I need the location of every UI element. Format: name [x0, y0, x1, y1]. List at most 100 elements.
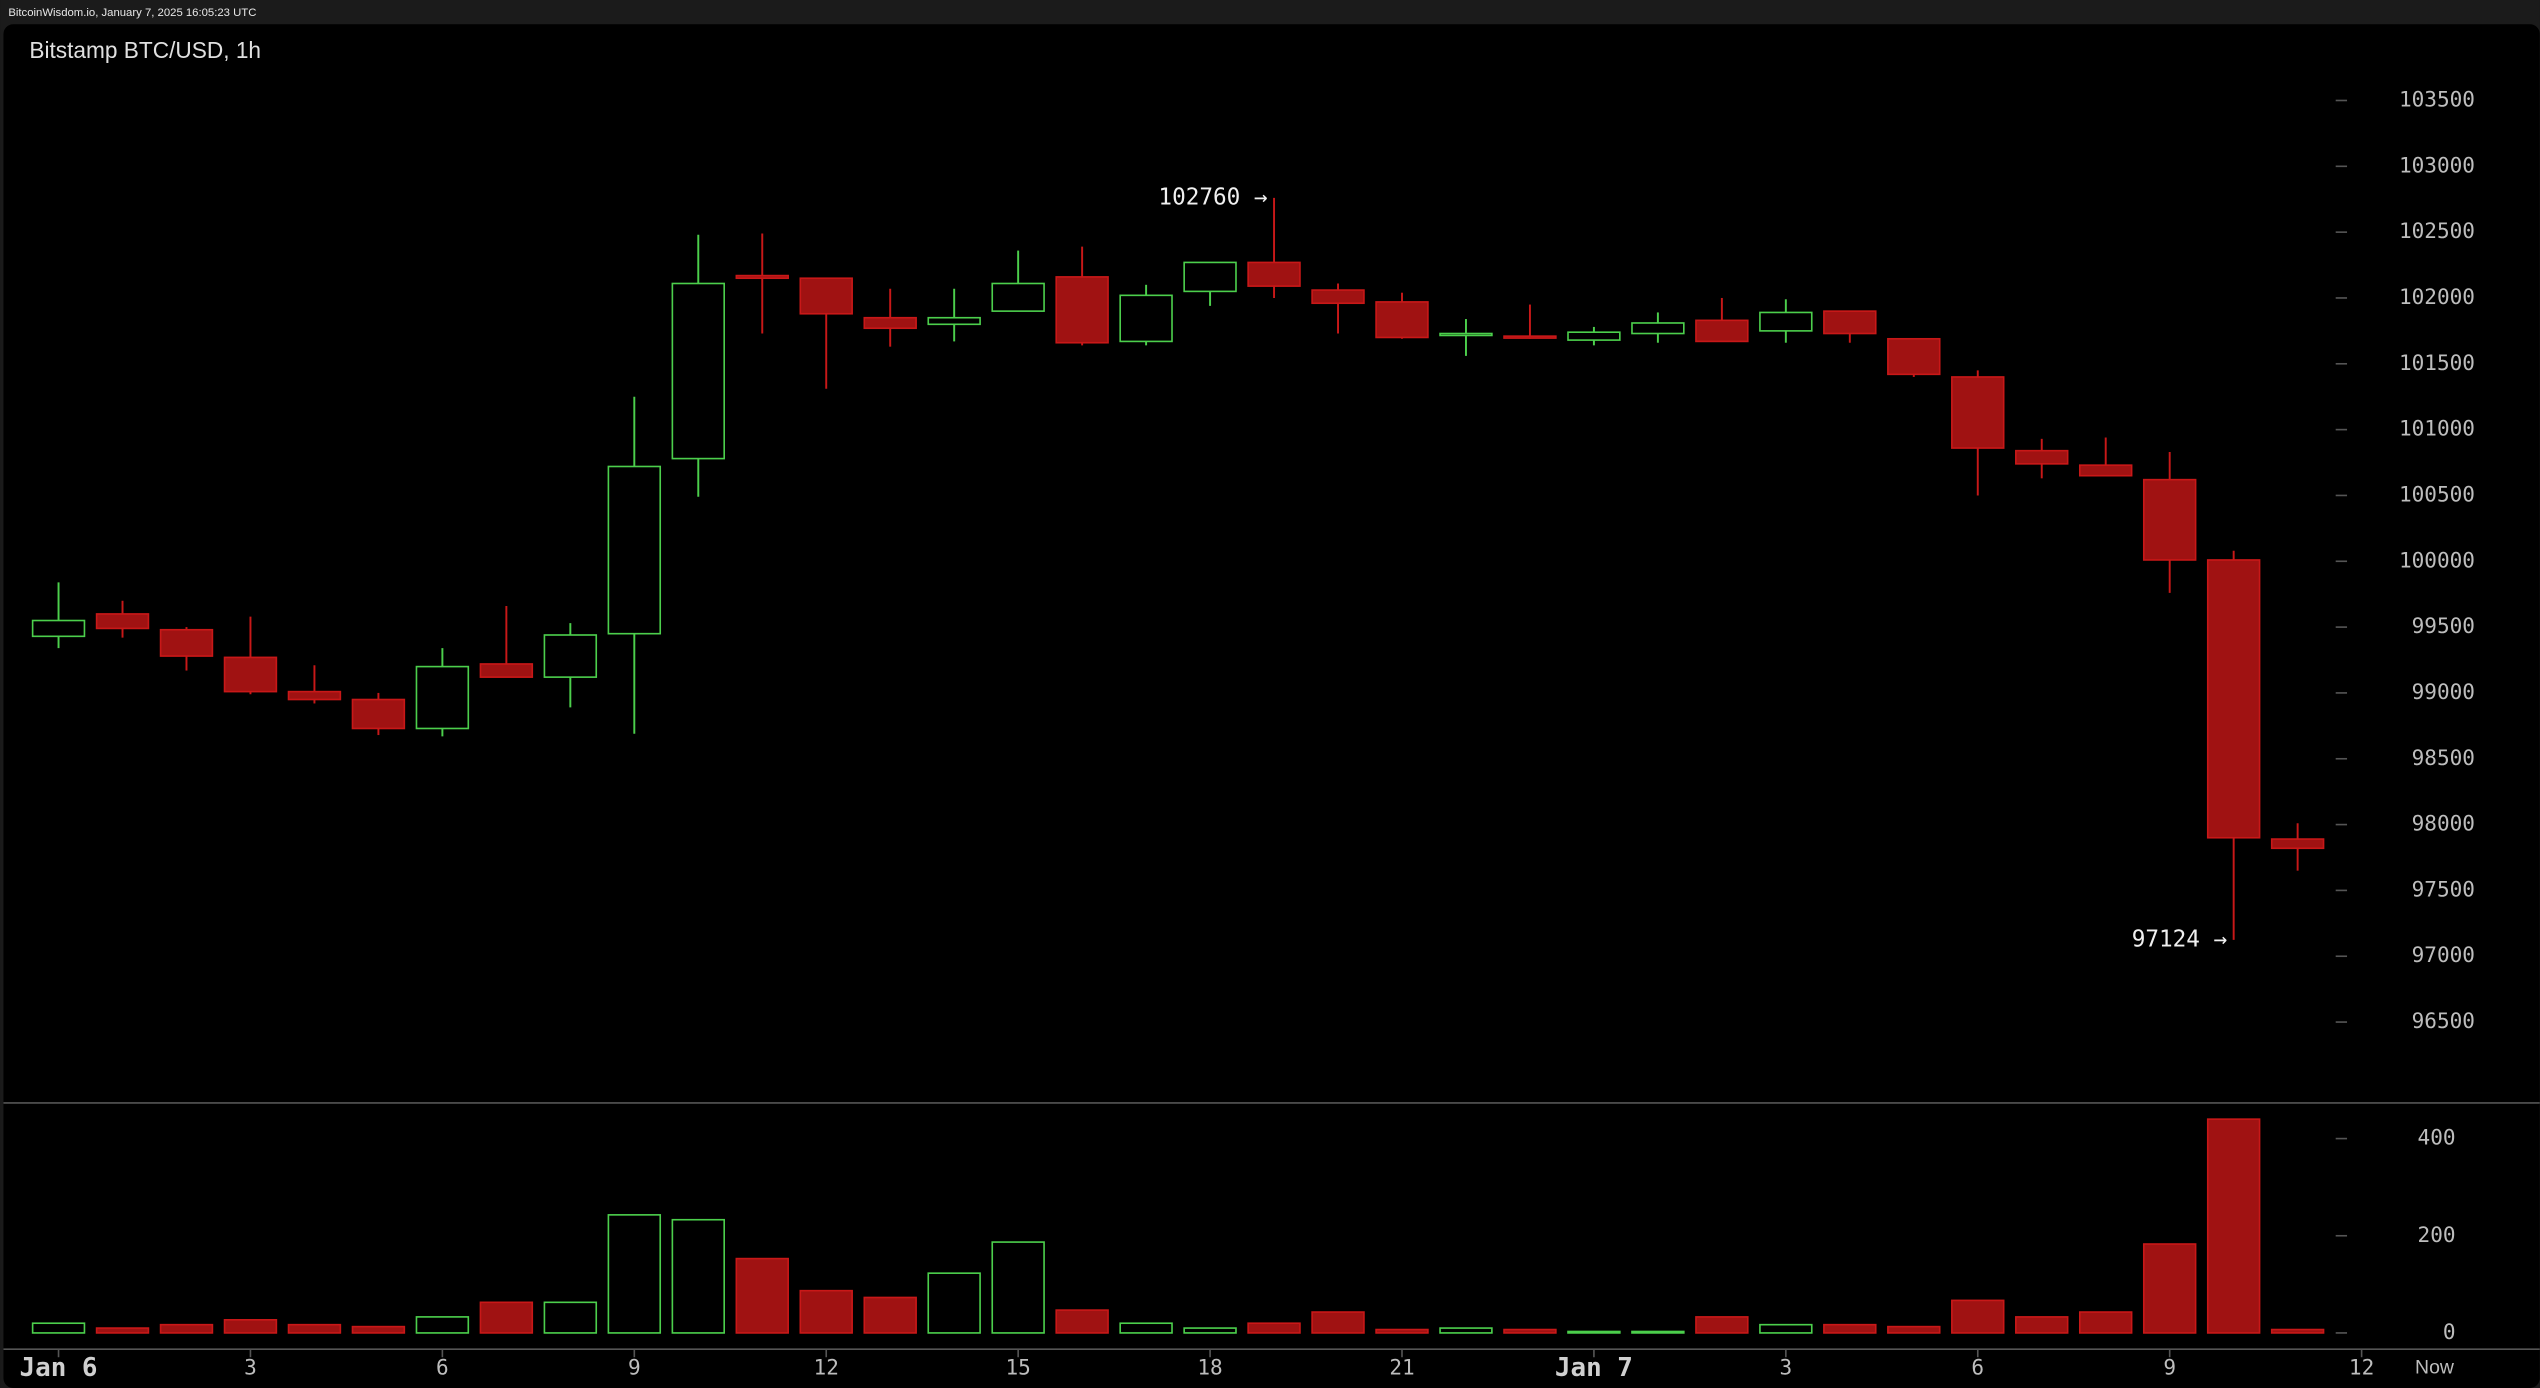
volume-tick-label: 200 [2418, 1222, 2456, 1247]
volume-bar [1311, 1311, 1365, 1334]
candle-body [1567, 331, 1621, 341]
candle-body [1183, 261, 1237, 293]
volume-bar [2142, 1243, 2197, 1334]
y-tick-label: 97500 [2412, 876, 2475, 901]
volume-bar [1503, 1328, 1557, 1334]
y-tick-label: 96500 [2412, 1008, 2475, 1033]
y-tick-label: 100500 [2399, 481, 2475, 506]
volume-bar [1055, 1309, 1109, 1334]
candle-body [1375, 301, 1429, 339]
annotation: 97124 → [2132, 926, 2227, 952]
volume-bar [543, 1301, 598, 1334]
candle-body [671, 282, 726, 460]
candle-body [2206, 559, 2261, 839]
candle-body [2142, 478, 2197, 561]
volume-bar [799, 1289, 853, 1334]
x-tick-label: 12 [2349, 1355, 2374, 1380]
volume-bar [671, 1218, 726, 1334]
annotation: 102760 → [1158, 184, 1267, 210]
y-tick-label: 101500 [2399, 350, 2475, 375]
candle-body [863, 316, 917, 330]
candle-body [1247, 261, 1301, 287]
y-tick-label: 102500 [2399, 218, 2475, 243]
candle-body [799, 277, 853, 315]
candle-body [351, 698, 406, 730]
volume-bar [1567, 1330, 1621, 1334]
candle-body [223, 656, 278, 693]
volume-bar [95, 1327, 150, 1334]
candle-body [1887, 337, 1941, 376]
y-tick-label: 98500 [2412, 745, 2475, 770]
volume-bar [991, 1241, 1045, 1334]
volume-bar [1183, 1327, 1237, 1334]
candle-body [2270, 838, 2325, 850]
candle-body [607, 465, 662, 635]
candle-body [1119, 294, 1173, 343]
volume-bar [2015, 1316, 2069, 1334]
candle-body [1695, 319, 1749, 343]
volume-bar [287, 1323, 342, 1334]
x-tick-label: 9 [628, 1355, 641, 1380]
volume-bar [1695, 1316, 1749, 1334]
volume-bar [1631, 1330, 1685, 1334]
x-tick-label: 6 [436, 1355, 449, 1380]
x-tick-label: 18 [1197, 1355, 1222, 1380]
candle-body [479, 663, 534, 678]
candle-body [1439, 332, 1493, 337]
x-tick-label: 21 [1389, 1355, 1414, 1380]
volume-tick-label: 0 [2443, 1319, 2456, 1344]
candle-body [1311, 289, 1365, 305]
y-tick-label: 103500 [2399, 86, 2475, 111]
x-tick-label: 12 [814, 1355, 839, 1380]
x-tick-label: 15 [1005, 1355, 1030, 1380]
volume-bar [863, 1296, 917, 1334]
y-tick-label: 99500 [2412, 613, 2475, 638]
candle-body [2015, 449, 2069, 465]
volume-bar [2206, 1118, 2261, 1334]
header-text: BitcoinWisdom.io, January 7, 2025 16:05:… [8, 7, 256, 19]
y-tick-label: 101000 [2399, 416, 2475, 441]
candle-body [287, 690, 342, 701]
volume-bar [1951, 1299, 2005, 1334]
candle-body [735, 274, 789, 280]
candle-body [1951, 376, 2005, 449]
volume-bar [159, 1323, 214, 1334]
volume-bar [1759, 1323, 1813, 1334]
y-tick-label: 102000 [2399, 284, 2475, 309]
volume-bar [607, 1214, 662, 1334]
x-tick-label: 6 [1971, 1355, 1984, 1380]
volume-bar [223, 1319, 278, 1334]
candle-body [1759, 311, 1813, 332]
y-tick-label: 97000 [2412, 942, 2475, 967]
candle-body [1631, 322, 1685, 335]
volume-bar [2270, 1328, 2325, 1334]
volume-bar [479, 1301, 534, 1334]
candle-body [543, 634, 598, 678]
candle-body [95, 613, 150, 630]
candle-body [415, 665, 470, 730]
volume-bar [31, 1322, 86, 1334]
volume-bar [1247, 1322, 1301, 1334]
volume-bar [2078, 1311, 2133, 1334]
y-tick-label: 98000 [2412, 811, 2475, 836]
volume-bar [927, 1272, 981, 1334]
candle-body [1055, 276, 1109, 344]
x-tick-label: Jan 7 [1555, 1353, 1633, 1383]
candle-body [31, 619, 86, 638]
volume-bar [1823, 1323, 1877, 1334]
volume-bar [1119, 1322, 1173, 1334]
x-tick-label: 3 [244, 1355, 257, 1380]
x-tick-label: 3 [1780, 1355, 1793, 1380]
candle-body [927, 316, 981, 326]
volume-bar [415, 1316, 470, 1334]
y-tick-label: 99000 [2412, 679, 2475, 704]
volume-bar [1375, 1328, 1429, 1334]
chart-title: Bitstamp BTC/USD, 1h [29, 37, 261, 63]
y-tick-label: 103000 [2399, 152, 2475, 177]
volume-bar [1439, 1327, 1493, 1334]
x-tick-label: 9 [2163, 1355, 2176, 1380]
candle-body [1823, 310, 1877, 335]
candle-body [1503, 335, 1557, 339]
